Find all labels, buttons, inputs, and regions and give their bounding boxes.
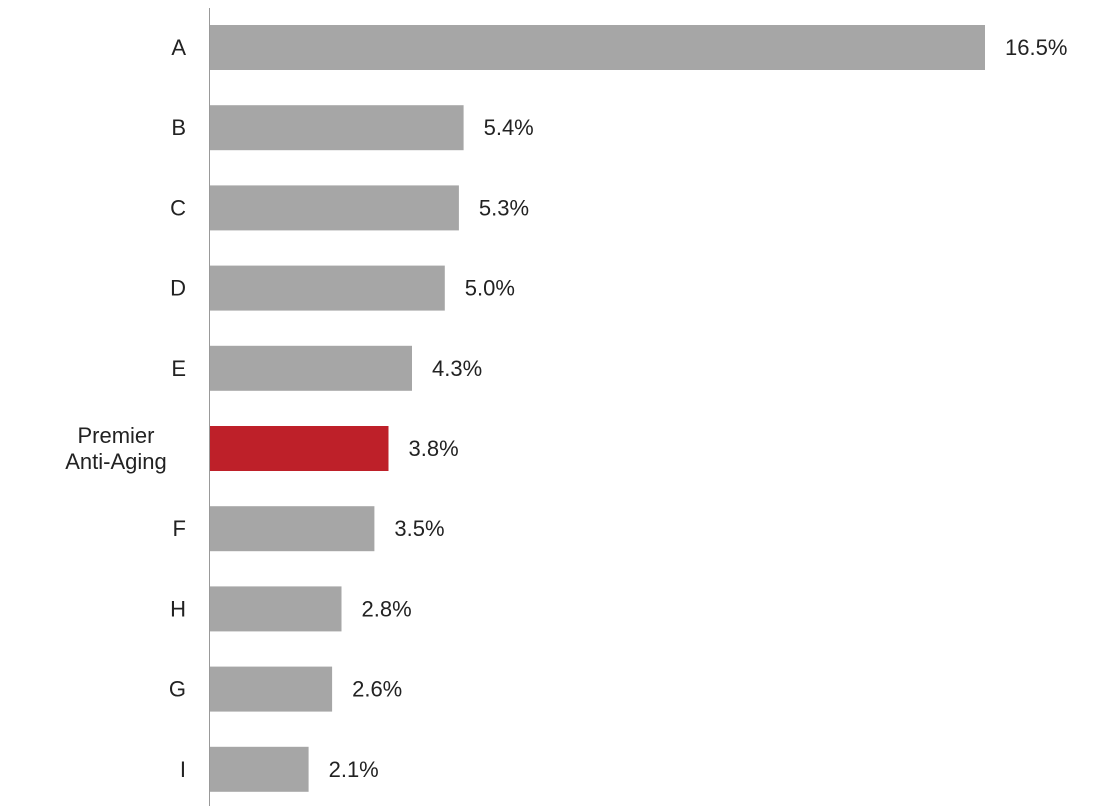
value-label-premier-anti-aging: 3.8% bbox=[409, 436, 459, 461]
bar-b bbox=[210, 105, 464, 151]
bar-premier-anti-aging bbox=[210, 426, 389, 471]
bar-a bbox=[210, 25, 985, 70]
category-label-b: B bbox=[171, 115, 186, 140]
bars-layer: 16.5% A 5.4% B 5.3% C 5.0% D 4.3% E 3.8% Premier Ant… bbox=[65, 25, 1067, 792]
bar-g bbox=[210, 666, 333, 712]
value-label-e: 4.3% bbox=[432, 356, 482, 381]
bar-e bbox=[210, 345, 412, 391]
category-label-a: A bbox=[171, 35, 186, 60]
bar-i bbox=[210, 746, 309, 792]
category-label-c: C bbox=[170, 195, 186, 220]
value-label-a: 16.5% bbox=[1005, 35, 1067, 60]
category-label-d: D bbox=[170, 276, 186, 301]
value-label-h: 2.8% bbox=[362, 596, 412, 621]
bar-d bbox=[210, 265, 445, 311]
category-label-e: E bbox=[171, 356, 186, 381]
bar-c bbox=[210, 185, 459, 231]
value-label-c: 5.3% bbox=[479, 195, 529, 220]
value-label-f: 3.5% bbox=[394, 516, 444, 541]
bar-f bbox=[210, 506, 375, 552]
bar-h bbox=[210, 586, 342, 632]
category-label-f: F bbox=[173, 516, 186, 541]
value-label-b: 5.4% bbox=[484, 115, 534, 140]
value-label-g: 2.6% bbox=[352, 677, 402, 702]
category-label-i: I bbox=[180, 757, 186, 782]
category-label-h: H bbox=[170, 596, 186, 621]
value-label-i: 2.1% bbox=[329, 757, 379, 782]
category-label-premier-anti-aging: Premier Anti-Aging bbox=[65, 423, 167, 474]
value-label-d: 5.0% bbox=[465, 276, 515, 301]
category-label-g: G bbox=[169, 677, 186, 702]
